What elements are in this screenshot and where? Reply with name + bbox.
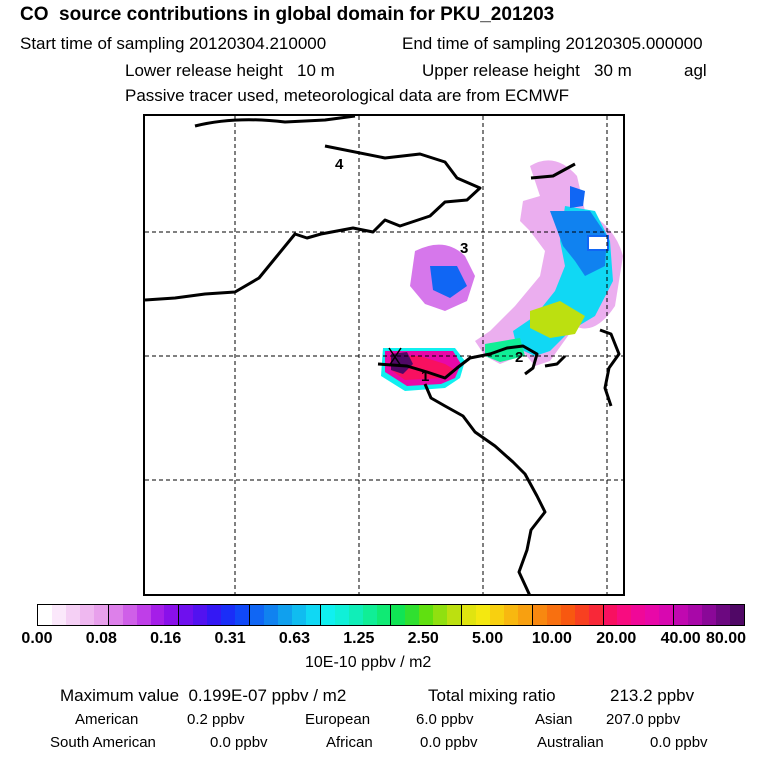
region-value-african: 0.0 ppbv xyxy=(420,734,478,751)
colorbar-swatch xyxy=(645,605,660,625)
region-name-american: American xyxy=(75,711,139,728)
region-label-1: 1 xyxy=(421,368,430,385)
colorbar-swatch xyxy=(334,605,349,625)
colorbar-swatch xyxy=(250,605,264,625)
colorbar-swatch xyxy=(79,605,94,625)
colorbar-tick-label: 2.50 xyxy=(407,630,439,647)
colorbar-swatch xyxy=(108,605,123,625)
colorbar-swatch xyxy=(674,605,689,625)
colorbar-swatch xyxy=(462,605,477,625)
region-value-asian: 207.0 ppbv xyxy=(606,711,681,728)
start-time-label: Start time of sampling 20120304.210000 xyxy=(20,34,327,53)
colorbar-tick-label: 5.00 xyxy=(471,630,504,647)
colorbar-swatch xyxy=(391,605,406,625)
colorbar-swatch xyxy=(532,605,547,625)
plume-source-3 xyxy=(410,244,475,311)
colorbar-swatch xyxy=(447,605,463,625)
colorbar-tick-label: 40.00 xyxy=(660,630,701,647)
colorbar-swatch xyxy=(702,605,716,625)
colorbar-swatch xyxy=(235,605,251,625)
colorbar xyxy=(37,604,745,626)
colorbar-swatch xyxy=(179,605,194,625)
region-label-2: 2 xyxy=(515,349,524,366)
colorbar-tick-label: 20.00 xyxy=(596,630,637,647)
colorbar-tick-label: 10.00 xyxy=(531,630,572,647)
colorbar-swatch xyxy=(688,605,703,625)
colorbar-swatch xyxy=(376,605,392,625)
colorbar-swatch xyxy=(560,605,575,625)
colorbar-swatch xyxy=(517,605,533,625)
colorbar-swatch xyxy=(419,605,434,625)
colorbar-swatch xyxy=(65,605,80,625)
colorbar-swatch xyxy=(122,605,137,625)
agl-label: agl xyxy=(684,61,707,80)
colorbar-swatch xyxy=(164,605,180,625)
colorbar-swatch xyxy=(729,605,744,625)
colorbar-swatch xyxy=(659,605,675,625)
colorbar-swatch xyxy=(362,605,377,625)
colorbar-swatch xyxy=(405,605,420,625)
colorbar-swatch xyxy=(38,605,52,625)
colorbar-tick-label: 0.08 xyxy=(85,630,117,647)
coastlines xyxy=(145,116,621,594)
region-name-australian: Australian xyxy=(537,734,604,751)
region-value-australian: 0.0 ppbv xyxy=(650,734,708,751)
region-name-south-american: South American xyxy=(50,734,156,751)
colorbar-swatch xyxy=(433,605,448,625)
colorbar-swatch xyxy=(51,605,66,625)
plot-title: CO source contributions in global domain… xyxy=(20,4,555,25)
total-mixing-value: 213.2 ppbv xyxy=(610,686,695,705)
colorbar-tick-label: 80.00 xyxy=(705,630,747,647)
colorbar-swatch xyxy=(291,605,306,625)
colorbar-tick-label: 0.31 xyxy=(214,630,246,647)
colorbar-tick-label: 1.25 xyxy=(343,630,375,647)
receptor-x-mark xyxy=(388,347,402,367)
total-mixing-label: Total mixing ratio xyxy=(428,686,556,705)
colorbar-swatch xyxy=(193,605,208,625)
colorbar-swatch xyxy=(93,605,109,625)
colorbar-swatch xyxy=(546,605,561,625)
region-name-african: African xyxy=(326,734,373,751)
colorbar-swatch xyxy=(207,605,222,625)
colorbar-swatch xyxy=(305,605,321,625)
tracer-note: Passive tracer used, meteorological data… xyxy=(125,86,570,105)
region-label-4: 4 xyxy=(335,156,344,173)
lat-lon-grid xyxy=(145,116,623,594)
colorbar-swatch xyxy=(716,605,730,625)
map-panel: 4 3 2 1 xyxy=(143,114,625,596)
colorbar-swatch xyxy=(603,605,618,625)
colorbar-tick-label: 0.00 xyxy=(21,630,53,647)
colorbar-swatch xyxy=(277,605,292,625)
map-svg xyxy=(145,116,623,594)
colorbar-swatch xyxy=(617,605,632,625)
colorbar-swatch xyxy=(574,605,589,625)
colorbar-swatch xyxy=(588,605,604,625)
colorbar-swatch xyxy=(320,605,335,625)
end-time-label: End time of sampling 20120305.000000 xyxy=(402,34,703,53)
colorbar-tick-label: 0.63 xyxy=(278,630,311,647)
colorbar-units: 10E-10 ppbv / m2 xyxy=(305,654,432,671)
colorbar-swatch xyxy=(503,605,518,625)
region-name-european: European xyxy=(305,711,371,728)
colorbar-swatch xyxy=(136,605,151,625)
region-value-american: 0.2 ppbv xyxy=(187,711,245,728)
plume-north-east xyxy=(475,160,623,366)
colorbar-swatch xyxy=(221,605,236,625)
colorbar-tick-label: 0.16 xyxy=(150,630,182,647)
region-label-3: 3 xyxy=(460,240,469,257)
region-value-south-american: 0.0 ppbv xyxy=(210,734,268,751)
max-value-label: Maximum value 0.199E-07 ppbv / m2 xyxy=(60,686,347,705)
colorbar-swatch xyxy=(490,605,504,625)
colorbar-swatch xyxy=(348,605,363,625)
upper-release-height-label: Upper release height 30 m xyxy=(422,61,632,80)
region-value-european: 6.0 ppbv xyxy=(416,711,474,728)
colorbar-swatch xyxy=(476,605,490,625)
colorbar-swatch xyxy=(631,605,646,625)
colorbar-swatch xyxy=(264,605,278,625)
region-name-asian: Asian xyxy=(535,711,573,728)
colorbar-swatch xyxy=(150,605,165,625)
lower-release-height-label: Lower release height 10 m xyxy=(125,61,335,80)
